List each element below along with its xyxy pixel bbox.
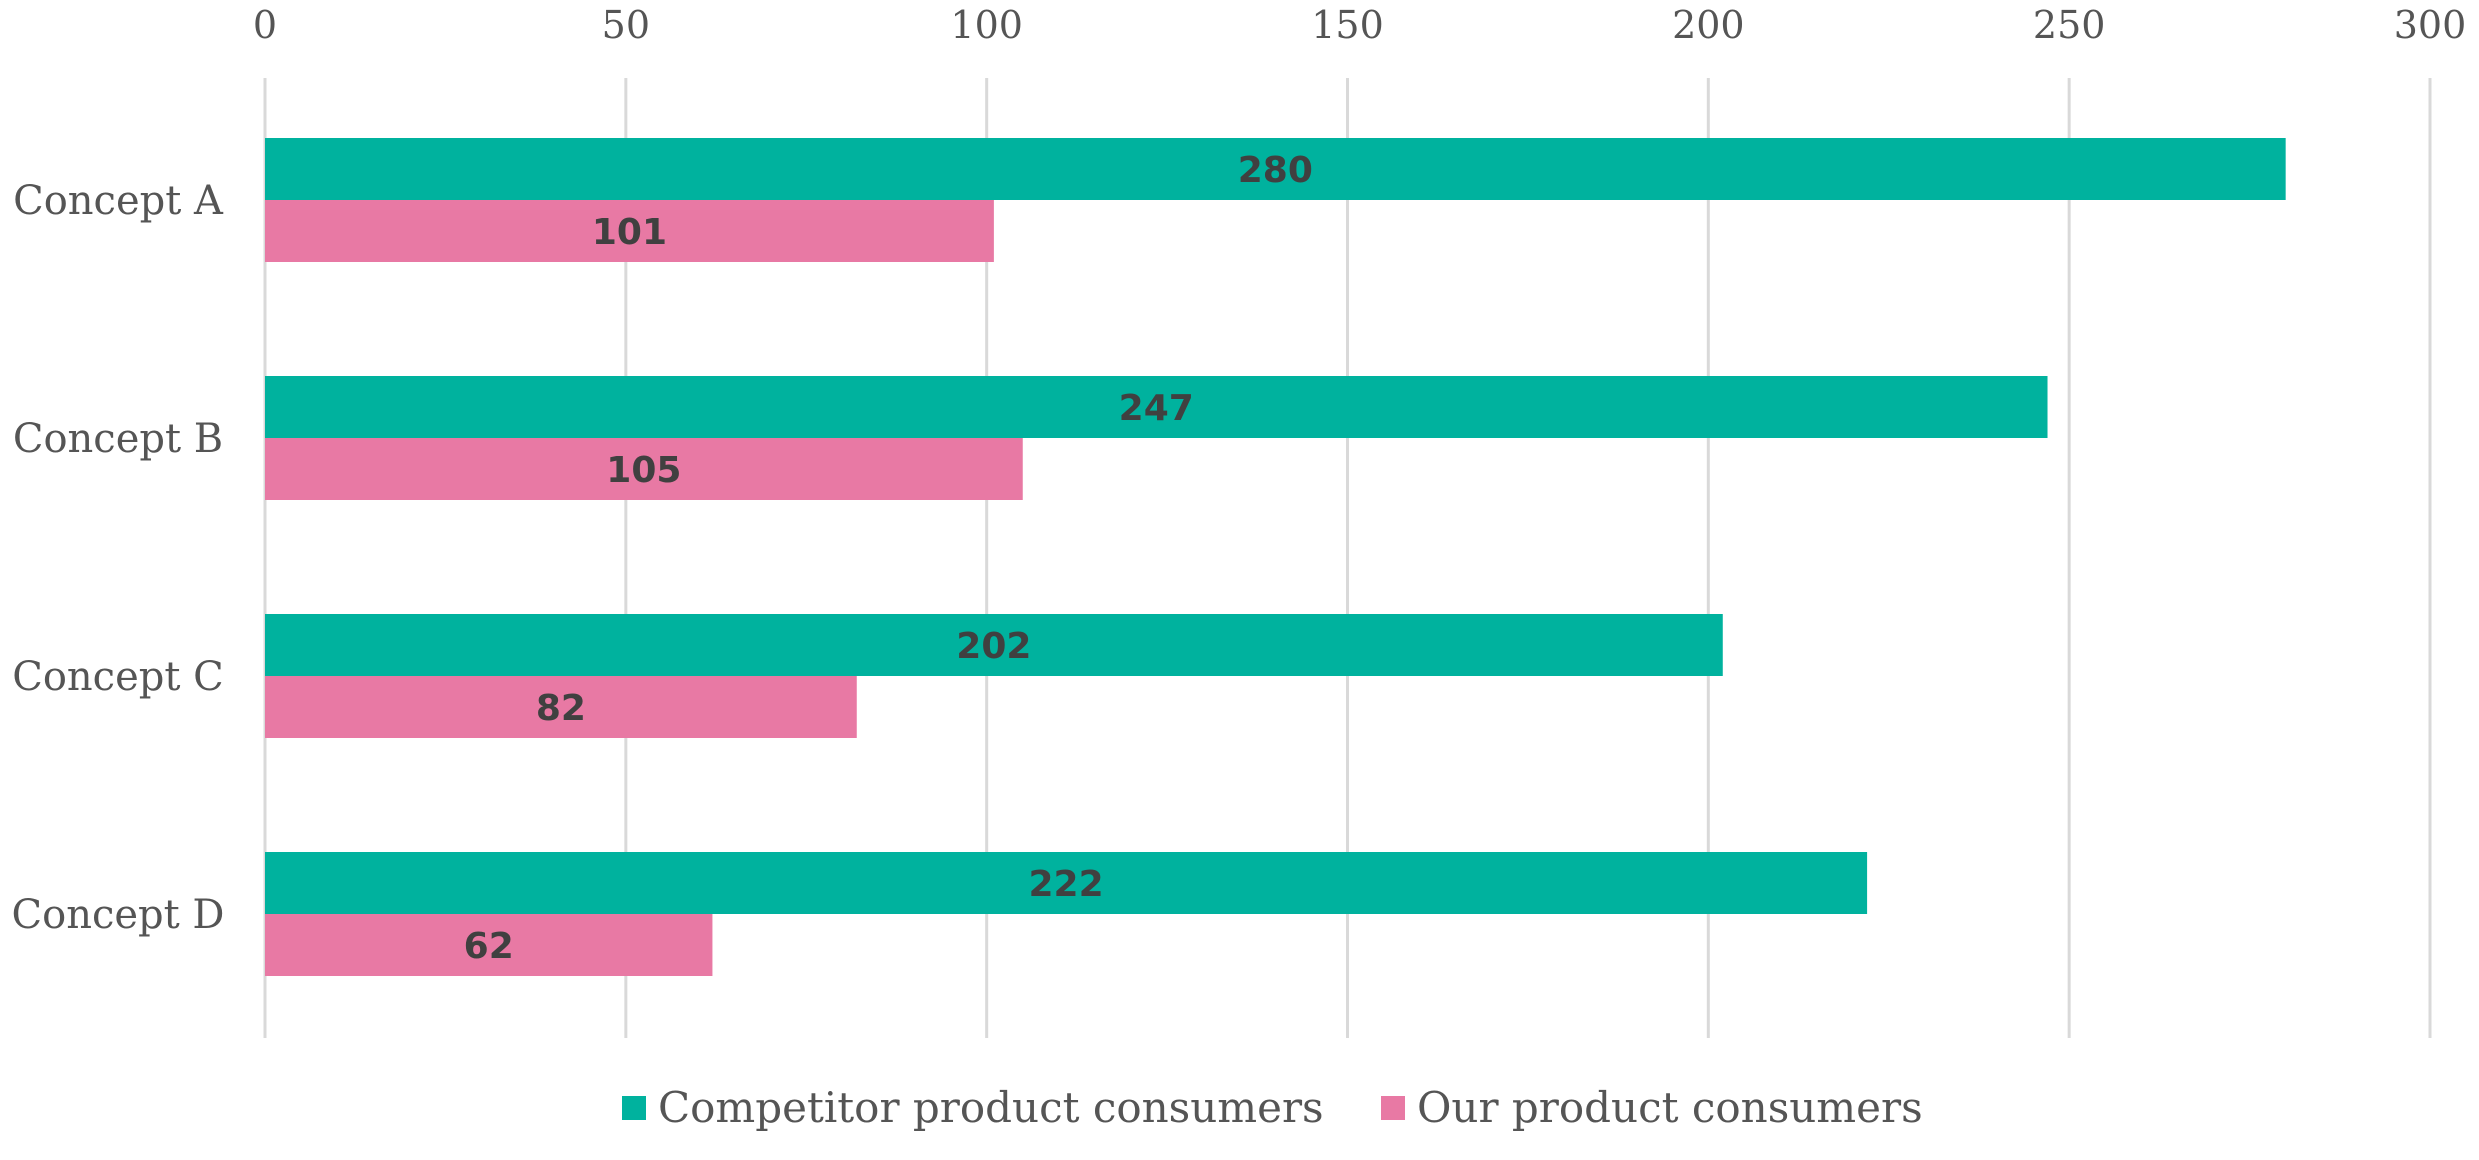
category-label-2: Concept B [13,416,223,462]
data-labels: 280 101 247 105 202 82 222 62 [464,150,1313,967]
x-tick-label-250: 250 [2033,3,2106,47]
bars [265,138,2286,976]
x-tick-label-150: 150 [1311,3,1384,47]
category-labels: Concept A Concept B Concept C Concept D [12,178,225,938]
legend-swatch-competitor [622,1096,646,1120]
category-label-3: Concept C [12,654,224,700]
bar-ours-3 [265,676,857,738]
data-label-competitor-2: 247 [1119,388,1194,429]
data-label-competitor-4: 222 [1028,864,1103,905]
legend-label-ours: Our product consumers [1417,1083,1923,1132]
x-tick-label-300: 300 [2394,3,2467,47]
x-tick-label-100: 100 [950,3,1023,47]
data-label-ours-3: 82 [536,688,586,729]
category-label-1: Concept A [13,178,224,224]
data-label-ours-2: 105 [606,450,681,491]
x-tick-label-200: 200 [1672,3,1745,47]
category-label-4: Concept D [12,892,225,938]
bar-competitor-4 [265,852,1868,914]
legend-swatch-ours [1381,1096,1405,1120]
legend: Competitor product consumers Our product … [622,1083,1923,1132]
bar-competitor-3 [265,614,1723,676]
bar-ours-1 [265,200,994,262]
data-label-competitor-3: 202 [956,626,1031,667]
bar-competitor-1 [265,138,2286,200]
bar-ours-4 [265,914,713,976]
data-label-competitor-1: 280 [1238,150,1313,191]
legend-label-competitor: Competitor product consumers [658,1083,1324,1132]
data-label-ours-4: 62 [464,926,514,967]
bar-competitor-2 [265,376,2048,438]
x-tick-label-50: 50 [602,3,650,47]
x-tick-label-0: 0 [253,3,277,47]
bar-ours-2 [265,438,1023,500]
x-axis-ticks: 0 50 100 150 200 250 300 [253,3,2466,47]
data-label-ours-1: 101 [592,212,667,253]
